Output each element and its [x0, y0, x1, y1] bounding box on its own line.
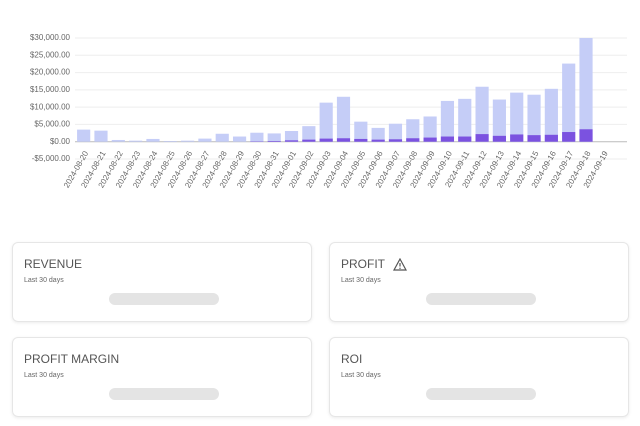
bar	[302, 126, 316, 142]
bar	[77, 129, 91, 142]
y-tick-label: -$5,000.00	[32, 154, 71, 163]
bar	[492, 135, 506, 142]
bar	[354, 121, 368, 142]
y-tick-label: $15,000.00	[30, 85, 71, 94]
card-subtitle: Last 30 days	[24, 372, 64, 379]
bar	[129, 140, 143, 142]
bar	[544, 134, 558, 142]
bar	[146, 138, 160, 142]
bar	[371, 139, 385, 142]
bar	[388, 139, 403, 142]
y-tick-label: $10,000.00	[30, 102, 71, 111]
bar	[181, 140, 195, 142]
card-subtitle: Last 30 days	[341, 372, 381, 379]
bar	[475, 134, 489, 142]
bar	[302, 139, 316, 142]
bar	[388, 123, 403, 142]
bar	[163, 141, 177, 142]
bar	[562, 63, 576, 142]
y-tick-label: $30,000.00	[30, 33, 71, 42]
bar	[440, 136, 455, 142]
y-tick-label: $20,000.00	[30, 68, 71, 77]
bar	[284, 130, 299, 142]
bar	[562, 132, 576, 142]
bar	[319, 102, 333, 142]
bar	[527, 135, 541, 142]
bar	[510, 134, 524, 142]
bar	[319, 138, 333, 142]
card: PROFIT MARGIN Last 30 days	[12, 337, 312, 417]
bar	[579, 38, 593, 142]
bar	[458, 98, 472, 142]
bar	[111, 139, 125, 142]
card-subtitle: Last 30 days	[341, 277, 381, 284]
bar	[354, 138, 368, 142]
card: ROI Last 30 days	[329, 337, 629, 417]
y-tick-label: $0.00	[50, 137, 71, 146]
bar	[440, 100, 455, 142]
bar	[267, 141, 281, 142]
bar	[371, 127, 385, 142]
skeleton	[426, 293, 536, 305]
y-tick-label: $25,000.00	[30, 50, 71, 59]
card-subtitle: Last 30 days	[24, 277, 64, 284]
bar	[267, 133, 281, 142]
bar	[232, 136, 247, 142]
bar	[406, 119, 420, 142]
bar	[579, 129, 593, 142]
bar	[94, 130, 108, 142]
skeleton	[426, 388, 536, 400]
bar	[475, 86, 489, 142]
y-tick-label: $5,000.00	[34, 120, 70, 129]
bar	[336, 138, 351, 142]
chart: -$5,000.00 $0.00 $5,000.00 $10,000.00 $15,00…	[30, 33, 627, 189]
bar	[215, 133, 229, 142]
bar	[406, 138, 420, 142]
skeleton	[109, 388, 219, 400]
card-title: REVENUE	[24, 257, 83, 271]
bar	[544, 88, 558, 142]
bar	[336, 96, 351, 142]
bar	[198, 138, 212, 142]
skeleton	[109, 293, 219, 305]
card: PROFIT Last 30 days	[329, 242, 629, 322]
warning-icon[interactable]	[393, 257, 407, 271]
bar	[250, 132, 264, 142]
card-title: PROFIT	[341, 257, 385, 271]
card-title: PROFIT MARGIN	[24, 352, 120, 366]
bar	[527, 94, 541, 142]
bar	[284, 140, 299, 142]
bar	[510, 92, 524, 142]
bar	[458, 136, 472, 142]
card-title: ROI	[341, 352, 363, 366]
bar	[423, 116, 437, 142]
bar	[423, 137, 437, 142]
card: REVENUE Last 30 days	[12, 242, 312, 322]
bar	[492, 99, 506, 142]
